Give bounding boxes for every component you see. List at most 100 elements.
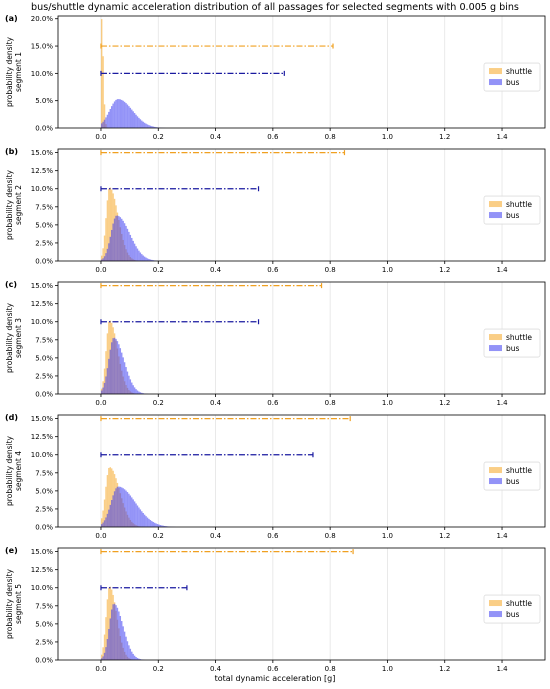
bar-shuttle bbox=[102, 248, 104, 261]
legend-swatch-bus bbox=[489, 478, 502, 485]
bar-bus bbox=[100, 259, 103, 261]
y-tick-label: 15.0% bbox=[31, 149, 54, 157]
bar-bus bbox=[141, 254, 143, 261]
x-tick-label: 1.4 bbox=[496, 133, 508, 141]
y-tick-label: 7.5% bbox=[35, 336, 53, 344]
bar-bus bbox=[156, 524, 159, 527]
y-tick-label: 10.0% bbox=[31, 318, 54, 326]
y-tick-label: 2.5% bbox=[35, 372, 53, 380]
bar-bus bbox=[125, 636, 127, 660]
bar-bus bbox=[135, 503, 137, 527]
y-tick-label: 5.0% bbox=[35, 221, 53, 229]
y-tick-label: 10.0% bbox=[31, 451, 54, 459]
bar-shuttle bbox=[110, 468, 113, 527]
legend-swatch-shuttle bbox=[489, 201, 502, 208]
bar-bus bbox=[152, 521, 154, 527]
bar-bus bbox=[108, 243, 110, 261]
bar-bus bbox=[103, 382, 106, 394]
y-tick-label: 10.0% bbox=[31, 70, 54, 78]
bar-bus bbox=[102, 121, 104, 128]
y-tick-label: 12.5% bbox=[31, 566, 54, 574]
bar-bus bbox=[152, 126, 154, 128]
bar-bus bbox=[103, 652, 106, 660]
bar-bus bbox=[159, 525, 162, 527]
y-tick-label: 12.5% bbox=[31, 167, 54, 175]
y-tick-label: 5.0% bbox=[35, 354, 53, 362]
bar-bus bbox=[118, 486, 120, 527]
figure-title: bus/shuttle dynamic acceleration distrib… bbox=[31, 2, 519, 13]
x-tick-label: 0.2 bbox=[153, 266, 164, 274]
bar-bus bbox=[142, 121, 144, 128]
bar-bus bbox=[121, 621, 123, 660]
bar-bus bbox=[112, 103, 114, 128]
bar-bus bbox=[145, 123, 147, 128]
y-tick-label: 0.0% bbox=[35, 524, 53, 532]
y-tick-label: 5.0% bbox=[35, 97, 53, 105]
bar-bus bbox=[109, 108, 111, 128]
legend-label-bus: bus bbox=[506, 477, 520, 486]
bar-shuttle bbox=[102, 56, 104, 128]
x-tick-label: 0.8 bbox=[325, 665, 336, 673]
bar-bus bbox=[109, 618, 111, 660]
bar-bus bbox=[131, 237, 133, 261]
y-tick-label: 15.0% bbox=[31, 282, 54, 290]
bar-bus bbox=[113, 603, 116, 660]
bar-shuttle bbox=[105, 617, 107, 660]
y-tick-label: 0.0% bbox=[35, 391, 53, 399]
legend-swatch-shuttle bbox=[489, 467, 502, 474]
legend: shuttle bus bbox=[483, 594, 541, 624]
bar-bus bbox=[135, 656, 137, 660]
legend-swatch-shuttle bbox=[489, 600, 502, 607]
x-tick-label: 0.2 bbox=[153, 665, 164, 673]
bar-bus bbox=[103, 256, 106, 261]
bar-bus bbox=[121, 99, 123, 128]
bar-bus bbox=[109, 349, 111, 394]
bar-bus bbox=[118, 99, 120, 128]
bar-bus bbox=[148, 125, 150, 128]
bar-bus bbox=[145, 257, 147, 261]
bar-shuttle bbox=[100, 518, 103, 527]
y-tick-label: 2.5% bbox=[35, 638, 53, 646]
bar-bus bbox=[115, 488, 117, 527]
bar-shuttle bbox=[108, 467, 110, 527]
bar-shuttle bbox=[109, 467, 111, 527]
x-tick-label: 0.4 bbox=[210, 665, 222, 673]
bar-shuttle bbox=[100, 255, 103, 261]
bar-bus bbox=[132, 240, 134, 261]
legend-label-bus: bus bbox=[506, 610, 520, 619]
x-tick-label: 0.0 bbox=[95, 665, 106, 673]
bar-shuttle bbox=[108, 188, 110, 261]
x-tick-label: 0.4 bbox=[210, 266, 222, 274]
bar-bus bbox=[113, 101, 116, 128]
bar-bus bbox=[106, 114, 109, 128]
panel-2: 0.0% 2.5% 5.0% 7.5% 10.0% 12.5% 15.0% 0.0 0.2 0.4… bbox=[5, 147, 546, 274]
bar-bus bbox=[131, 497, 133, 527]
bar-bus bbox=[135, 389, 137, 394]
x-tick-label: 1.4 bbox=[496, 665, 508, 673]
panel-label: (b) bbox=[5, 147, 18, 156]
bar-bus bbox=[128, 645, 130, 660]
bar-bus bbox=[153, 522, 156, 527]
bar-bus bbox=[116, 341, 119, 394]
bar-bus bbox=[143, 514, 146, 527]
legend-swatch-bus bbox=[489, 212, 502, 219]
bar-bus bbox=[141, 392, 143, 394]
x-tick-label: 0.0 bbox=[95, 133, 106, 141]
bar-bus bbox=[125, 103, 127, 128]
bar-bus bbox=[136, 116, 139, 128]
y-tick-label: 5.0% bbox=[35, 620, 53, 628]
bar-bus bbox=[132, 385, 134, 394]
bar-bus bbox=[128, 106, 130, 128]
legend: shuttle bus bbox=[483, 461, 541, 491]
bar-bus bbox=[152, 260, 154, 261]
bar-bus bbox=[118, 344, 120, 394]
x-tick-label: 0.6 bbox=[267, 399, 279, 407]
x-tick-label: 0.4 bbox=[210, 133, 222, 141]
bar-bus bbox=[126, 492, 129, 527]
series-bus-bars bbox=[100, 486, 176, 527]
series-bus-bars bbox=[100, 337, 149, 394]
x-tick-label: 1.4 bbox=[496, 266, 508, 274]
bar-bus bbox=[123, 223, 126, 261]
panel-label: (a) bbox=[5, 14, 18, 23]
